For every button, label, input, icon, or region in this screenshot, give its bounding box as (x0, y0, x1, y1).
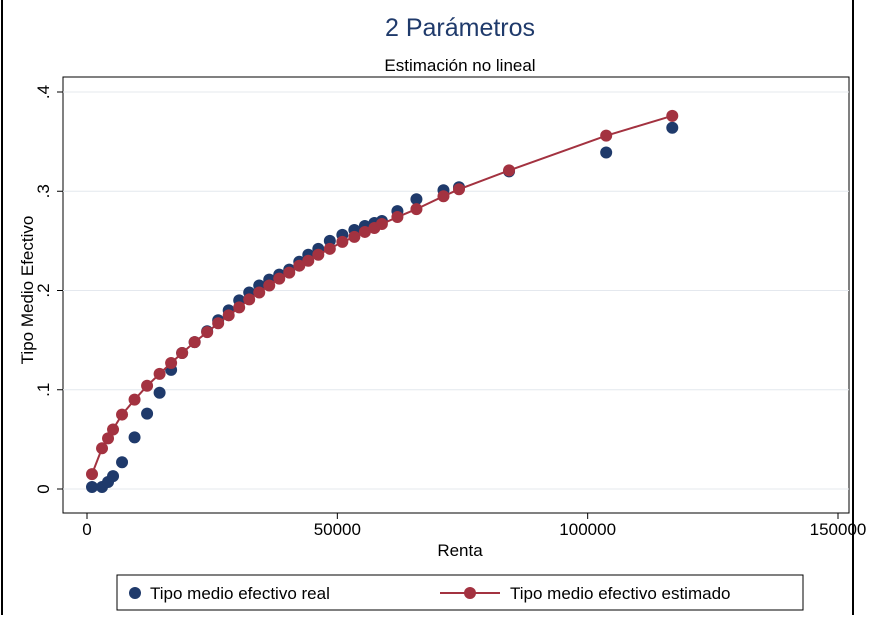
chart-title: 2 Parámetros (385, 14, 535, 42)
point-estimado (253, 286, 266, 299)
point-estimado (165, 356, 178, 369)
point-real (141, 407, 154, 420)
point-estimado (302, 254, 315, 267)
point-estimado (141, 379, 154, 392)
point-real (128, 431, 141, 444)
point-estimado (600, 129, 613, 142)
point-estimado (273, 272, 286, 285)
y-tick-label: .1 (34, 383, 53, 397)
point-estimado (336, 235, 349, 248)
point-estimado (212, 317, 225, 330)
point-estimado (283, 266, 296, 279)
y-tick-label: .3 (34, 184, 53, 198)
plot-area (62, 76, 850, 514)
point-estimado (153, 367, 166, 380)
legend-marker-estimado (464, 587, 476, 599)
point-estimado (312, 248, 325, 261)
legend-label-estimado: Tipo medio efectivo estimado (510, 584, 730, 603)
y-axis-label: Tipo Medio Efectivo (18, 216, 37, 365)
point-estimado (116, 408, 129, 421)
y-tick-label: .2 (34, 283, 53, 297)
legend: Tipo medio efectivo real Tipo medio efec… (116, 574, 804, 611)
legend-marker-real (129, 587, 141, 599)
point-real (107, 470, 120, 483)
point-real (86, 481, 99, 494)
point-estimado (437, 190, 450, 203)
series-layer (86, 109, 679, 494)
point-real (116, 456, 129, 469)
point-estimado (86, 468, 99, 481)
point-estimado (323, 242, 336, 255)
point-estimado (128, 393, 141, 406)
point-real (410, 193, 423, 206)
point-estimado (176, 347, 189, 360)
point-estimado (188, 336, 201, 349)
point-estimado (102, 432, 115, 445)
point-estimado (666, 109, 679, 122)
point-real (153, 386, 166, 399)
point-real (666, 121, 679, 134)
x-axis-label: Renta (437, 541, 483, 560)
point-estimado (96, 442, 109, 455)
point-estimado (263, 279, 276, 292)
chart-subtitle: Estimación no lineal (384, 56, 535, 75)
x-tick-label: 150000 (810, 520, 867, 539)
point-estimado (233, 301, 246, 314)
point-real (600, 146, 613, 159)
point-estimado (358, 225, 371, 238)
y-tick-label: .4 (34, 85, 53, 99)
x-tick-label: 0 (82, 520, 91, 539)
point-estimado (503, 164, 516, 177)
x-tick-label: 50000 (314, 520, 361, 539)
y-tick-label: 0 (34, 484, 53, 493)
point-estimado (293, 259, 306, 272)
point-estimado (201, 326, 214, 339)
axis-layer: 0 .1 .2 .3 .4 0 50000 100000 150000 (34, 85, 866, 539)
point-estimado (348, 230, 361, 243)
x-tick-label: 100000 (559, 520, 616, 539)
point-estimado (410, 203, 423, 216)
point-estimado (222, 309, 235, 322)
point-estimado (375, 218, 388, 231)
point-estimado (243, 293, 256, 306)
point-estimado (452, 183, 465, 196)
point-estimado (107, 423, 120, 436)
point-estimado (391, 211, 404, 224)
legend-label-real: Tipo medio efectivo real (150, 584, 330, 603)
